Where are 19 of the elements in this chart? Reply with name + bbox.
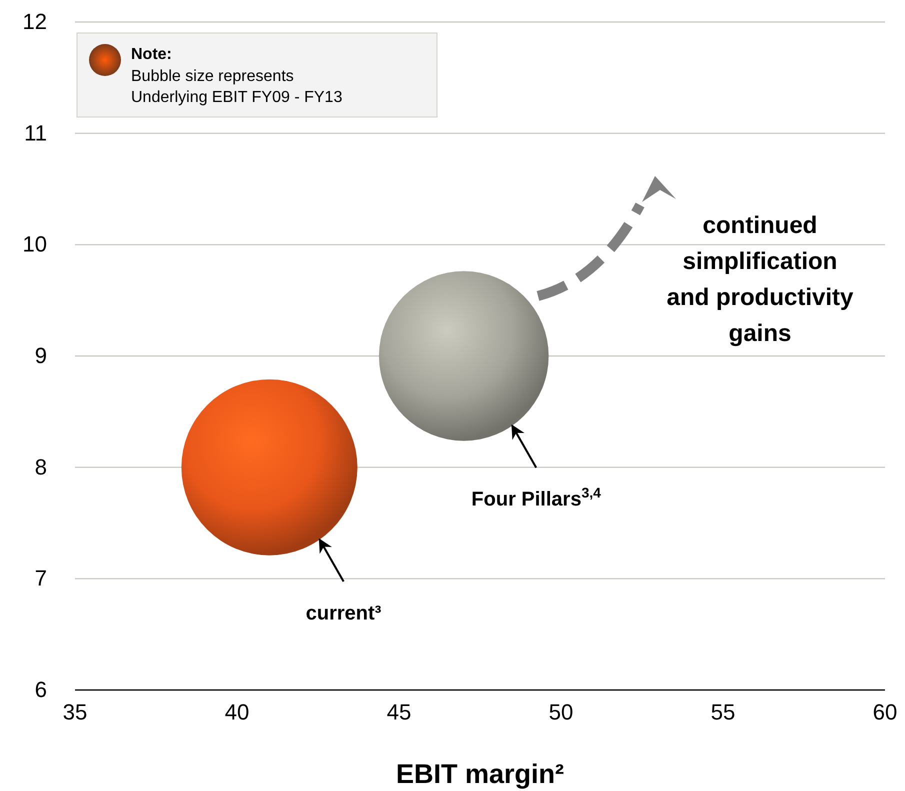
- annotation: continued simplification and productivity gains: [666, 212, 854, 347]
- x-tick-label: 55: [710, 700, 736, 725]
- y-tick-label: 6: [34, 677, 47, 702]
- x-tick-label: 60: [872, 700, 898, 725]
- y-tick-label: 10: [22, 232, 47, 257]
- x-tick-label: 45: [386, 700, 412, 725]
- x-axis-title: EBIT margin²: [396, 759, 564, 789]
- x-tick-label: 40: [224, 700, 250, 725]
- y-tick-label: 7: [34, 566, 47, 591]
- x-tick-label: 50: [548, 700, 574, 725]
- y-tick-label: 11: [24, 120, 47, 146]
- y-tick-label: 9: [34, 343, 47, 368]
- annotation: Bubble size represents Underlying EBIT FY09 - FY13: [131, 68, 342, 106]
- annotation: Four Pillars$^{3,4}$: [471, 484, 602, 511]
- annotation: Note:: [131, 46, 172, 63]
- y-tick-label: 8: [34, 454, 47, 480]
- y-tick-label: 12: [22, 9, 47, 34]
- x-tick-label: 35: [62, 700, 88, 725]
- annotation: current³: [306, 602, 382, 624]
